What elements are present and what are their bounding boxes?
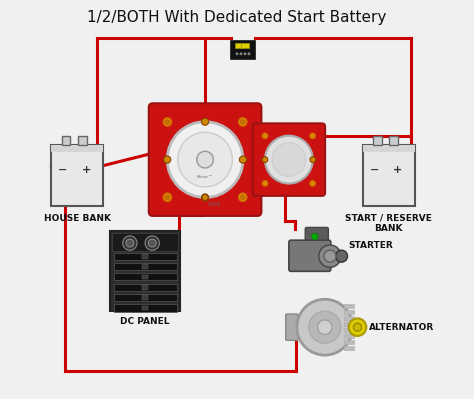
FancyBboxPatch shape (142, 295, 148, 300)
Circle shape (178, 132, 232, 187)
Circle shape (248, 53, 250, 55)
Circle shape (262, 180, 268, 186)
Circle shape (262, 133, 268, 139)
Circle shape (310, 157, 316, 162)
FancyBboxPatch shape (52, 144, 103, 152)
FancyBboxPatch shape (363, 144, 415, 207)
FancyBboxPatch shape (113, 273, 177, 280)
Circle shape (163, 118, 172, 126)
Circle shape (336, 250, 347, 262)
FancyBboxPatch shape (113, 263, 177, 270)
Circle shape (163, 193, 172, 201)
FancyBboxPatch shape (344, 310, 354, 314)
Circle shape (238, 118, 247, 126)
FancyBboxPatch shape (235, 43, 242, 48)
Circle shape (311, 233, 318, 240)
FancyBboxPatch shape (344, 328, 354, 332)
FancyBboxPatch shape (289, 240, 331, 271)
Circle shape (319, 245, 341, 267)
Circle shape (201, 194, 209, 201)
Text: HOUSE BANK: HOUSE BANK (44, 214, 111, 223)
FancyBboxPatch shape (142, 275, 148, 279)
Circle shape (318, 320, 332, 334)
FancyBboxPatch shape (52, 144, 103, 207)
Circle shape (148, 239, 156, 247)
Circle shape (241, 195, 245, 200)
Circle shape (145, 236, 159, 250)
FancyBboxPatch shape (373, 136, 382, 144)
FancyBboxPatch shape (390, 136, 398, 144)
Circle shape (238, 193, 247, 201)
FancyBboxPatch shape (142, 254, 148, 259)
Circle shape (202, 194, 208, 201)
FancyBboxPatch shape (149, 103, 261, 216)
FancyBboxPatch shape (142, 264, 148, 269)
Circle shape (165, 195, 170, 200)
Circle shape (354, 323, 362, 331)
FancyBboxPatch shape (305, 227, 328, 246)
Circle shape (239, 156, 246, 163)
FancyBboxPatch shape (62, 136, 70, 144)
FancyBboxPatch shape (231, 41, 255, 59)
FancyBboxPatch shape (363, 144, 415, 152)
Text: LOAD: LOAD (207, 202, 220, 207)
Circle shape (201, 118, 209, 125)
Text: −: − (58, 164, 68, 175)
Text: ALTERNATOR: ALTERNATOR (369, 323, 434, 332)
FancyBboxPatch shape (113, 253, 177, 260)
Circle shape (164, 156, 171, 163)
FancyBboxPatch shape (344, 304, 354, 308)
Text: 1/2/BOTH With Dedicated Start Battery: 1/2/BOTH With Dedicated Start Battery (87, 10, 387, 25)
FancyBboxPatch shape (142, 306, 148, 310)
FancyBboxPatch shape (113, 284, 177, 291)
Circle shape (241, 120, 245, 124)
Text: −: − (369, 164, 379, 175)
Circle shape (240, 53, 242, 55)
Text: Rover™: Rover™ (197, 175, 213, 179)
Text: START / RESERVE
BANK: START / RESERVE BANK (345, 214, 432, 233)
FancyBboxPatch shape (112, 233, 178, 251)
Circle shape (310, 180, 316, 186)
Circle shape (123, 236, 137, 250)
FancyBboxPatch shape (286, 314, 298, 340)
FancyBboxPatch shape (113, 294, 177, 301)
Text: +: + (393, 164, 402, 175)
Circle shape (236, 53, 238, 55)
Circle shape (309, 311, 341, 343)
FancyBboxPatch shape (78, 136, 87, 144)
FancyBboxPatch shape (110, 231, 180, 311)
FancyBboxPatch shape (344, 334, 354, 338)
FancyBboxPatch shape (253, 123, 325, 196)
Circle shape (324, 250, 336, 262)
Circle shape (272, 143, 306, 176)
Circle shape (126, 239, 134, 247)
Circle shape (165, 120, 170, 124)
Text: +: + (82, 164, 91, 175)
Circle shape (244, 53, 246, 55)
Text: DC PANEL: DC PANEL (120, 317, 170, 326)
FancyBboxPatch shape (142, 285, 148, 290)
Circle shape (262, 157, 268, 162)
Text: STARTER: STARTER (348, 241, 392, 250)
FancyBboxPatch shape (113, 304, 177, 312)
Circle shape (197, 151, 213, 168)
Circle shape (297, 299, 353, 355)
Circle shape (167, 122, 243, 198)
Circle shape (310, 133, 316, 139)
Circle shape (349, 318, 366, 336)
FancyBboxPatch shape (344, 322, 354, 326)
FancyBboxPatch shape (344, 340, 354, 344)
FancyBboxPatch shape (241, 43, 248, 48)
Circle shape (265, 136, 313, 184)
FancyBboxPatch shape (344, 346, 354, 350)
FancyBboxPatch shape (344, 316, 354, 320)
